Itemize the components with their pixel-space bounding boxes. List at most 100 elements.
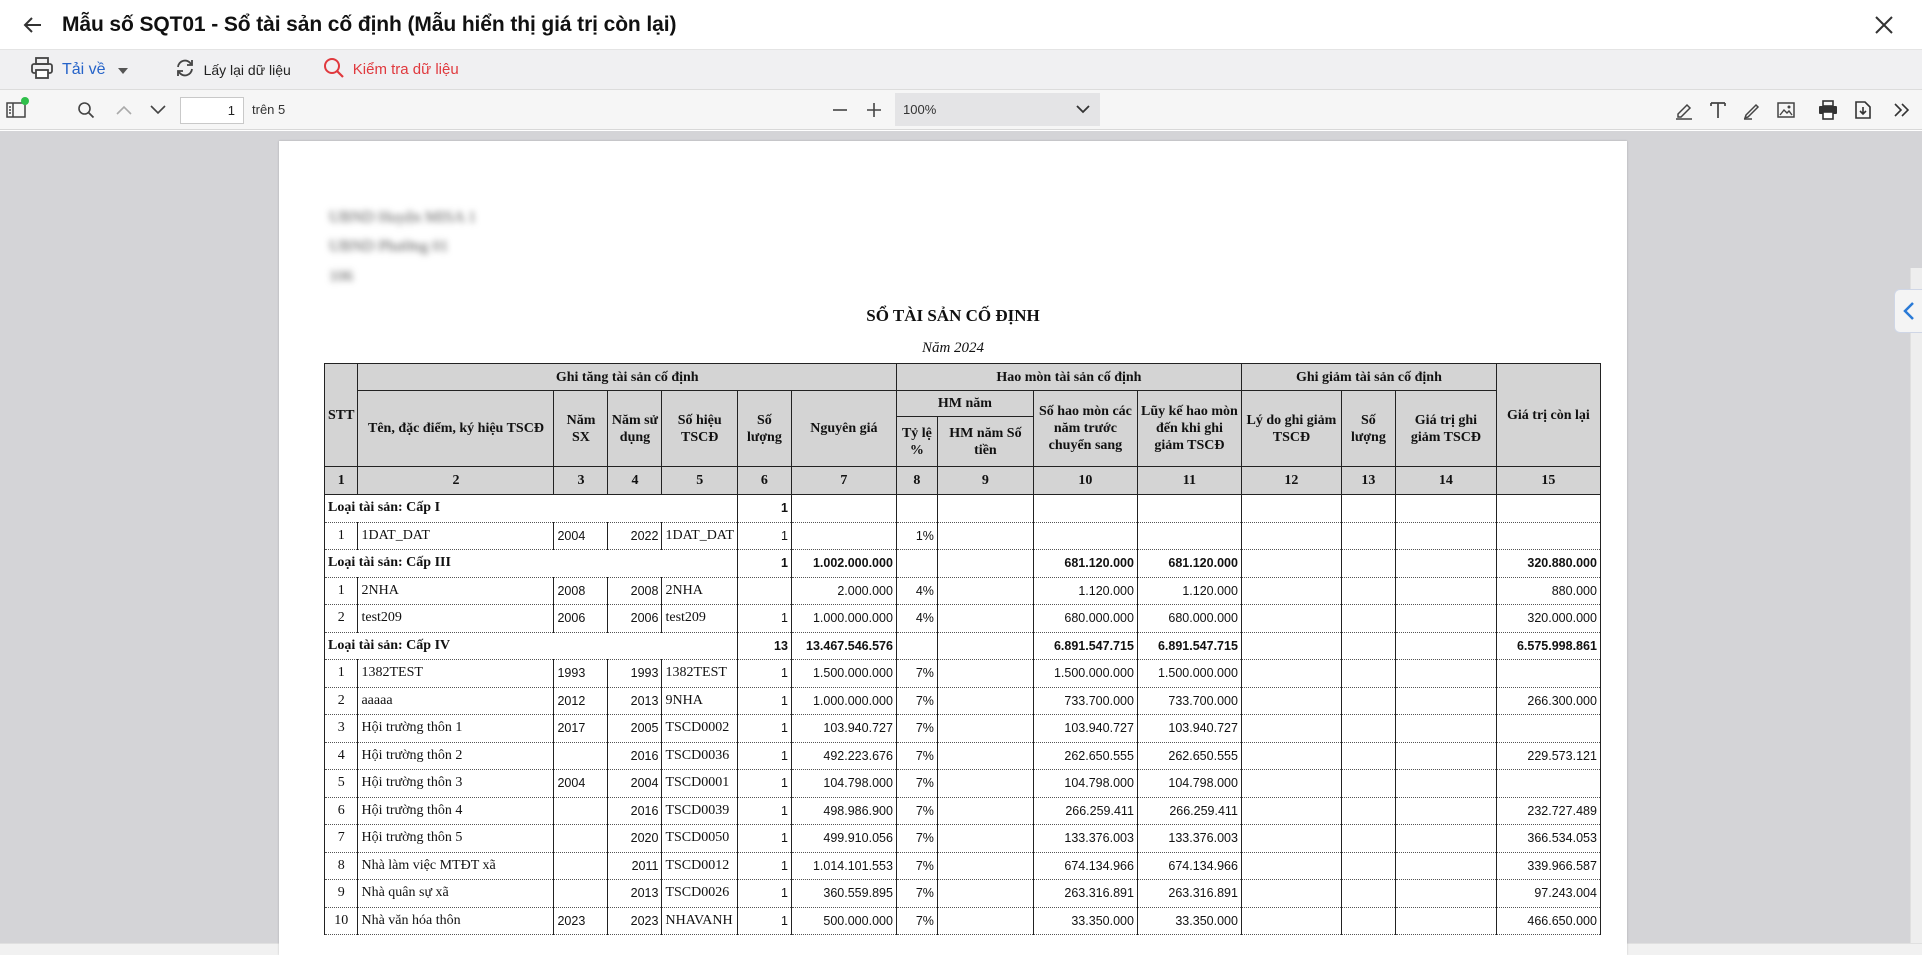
cell-reason: [1240, 824, 1342, 853]
index-cell: 12: [1240, 466, 1342, 495]
zoom-out-icon[interactable]: [826, 96, 854, 124]
cell-carried: 266.259.411: [1032, 796, 1138, 825]
search-red-icon: [323, 57, 345, 83]
cell-year-made: 2012: [553, 686, 609, 715]
cell-qty: 1: [736, 824, 792, 853]
previous-page-icon[interactable]: [110, 96, 138, 124]
cell-year-used: 2013: [607, 879, 663, 908]
index-cell: 3: [553, 466, 609, 495]
close-icon[interactable]: [1868, 9, 1900, 41]
zoom-in-icon[interactable]: [860, 96, 888, 124]
cell-dec-value: [1394, 576, 1497, 605]
cell-dec-qty: [1340, 604, 1396, 633]
index-cell: 1: [323, 466, 359, 495]
cell-carried: 674.134.966: [1032, 851, 1138, 880]
cell-price: [790, 494, 897, 523]
caret-down-icon[interactable]: [117, 61, 128, 78]
save-download-icon[interactable]: [1849, 96, 1877, 124]
pdf-toolbar: trên 5 100%: [0, 90, 1922, 130]
cell-stt: 2: [323, 686, 359, 715]
cell-name: Nhà làm việc MTĐT xã: [357, 851, 555, 880]
cell-rate: 7%: [895, 741, 938, 770]
page-number-input[interactable]: [180, 97, 244, 124]
cell-year-used: 2005: [607, 714, 663, 743]
table-row: 8 Nhà làm việc MTĐT xã 2011 TSCD0012 1 1.014.…: [323, 851, 1601, 880]
side-panel-toggle[interactable]: [1894, 289, 1922, 333]
cell-accumulated: 103.940.727: [1136, 714, 1242, 743]
printer-icon: [30, 56, 54, 83]
reload-data-button[interactable]: Lấy lại dữ liệu: [166, 54, 299, 86]
cell-price: 492.223.676: [790, 741, 897, 770]
cell-dec-qty: [1340, 631, 1396, 660]
header-qty: Số lượng: [736, 390, 792, 467]
cell-reason: [1240, 906, 1342, 935]
cell-dec-value: [1394, 824, 1497, 853]
cell-carried: 263.316.891: [1032, 879, 1138, 908]
image-icon[interactable]: [1772, 96, 1800, 124]
chevron-down-icon: [1076, 102, 1090, 117]
window-title: Mẫu số SQT01 - Sổ tài sản cố định (Mẫu h…: [62, 12, 677, 36]
text-tool-icon[interactable]: [1704, 96, 1732, 124]
header-line-3: 106: [329, 268, 353, 285]
cell-code: TSCD0036: [661, 741, 738, 770]
index-cell: 8: [895, 466, 938, 495]
cell-price: 1.000.000.000: [790, 686, 897, 715]
cell-dec-value: [1394, 686, 1497, 715]
cell-rate: 1%: [895, 521, 938, 550]
sidebar-toggle-icon[interactable]: [2, 96, 30, 124]
cell-hm-amount: [936, 824, 1034, 853]
cell-year-made: 2023: [553, 906, 609, 935]
cell-qty: 1: [736, 851, 792, 880]
header-code: Số hiệu TSCĐ: [661, 390, 738, 467]
cell-dec-qty: [1340, 576, 1396, 605]
cell-name: 1382TEST: [357, 659, 555, 688]
zoom-select[interactable]: 100%: [895, 93, 1100, 126]
cell-name: Hội trường thôn 1: [357, 714, 555, 743]
cell-rate: 7%: [895, 686, 938, 715]
cell-qty: 1: [736, 549, 792, 578]
cell-name: Hội trường thôn 2: [357, 741, 555, 770]
header-rate: Tỷ lệ %: [895, 416, 938, 467]
cell-dec-value: [1394, 604, 1497, 633]
cell-reason: [1240, 686, 1342, 715]
cell-hm-amount: [936, 576, 1034, 605]
cell-accumulated: 674.134.966: [1136, 851, 1242, 880]
header-hm-amount: HM năm Số tiền: [936, 416, 1034, 467]
table-row: 1 1382TEST 1993 1993 1382TEST 1 1.500.000.000 7…: [323, 659, 1601, 688]
cell-rate: 7%: [895, 796, 938, 825]
draw-icon[interactable]: [1738, 96, 1766, 124]
cell-remaining: 366.534.053: [1495, 824, 1601, 853]
table-row: 3 Hội trường thôn 1 2017 2005 TSCD0002 1 103.9…: [323, 714, 1601, 743]
index-cell: 15: [1495, 466, 1601, 495]
check-data-label: Kiểm tra dữ liệu: [352, 61, 459, 78]
back-arrow-icon[interactable]: [16, 8, 50, 42]
cell-code: TSCD0050: [661, 824, 738, 853]
index-cell: 14: [1394, 466, 1497, 495]
index-cell: 9: [936, 466, 1034, 495]
cell-stt: 6: [323, 796, 359, 825]
download-button[interactable]: Tải về: [22, 54, 136, 86]
print-icon[interactable]: [1814, 96, 1842, 124]
next-page-icon[interactable]: [144, 96, 172, 124]
index-cell: 10: [1032, 466, 1138, 495]
cell-reason: [1240, 576, 1342, 605]
cell-dec-value: [1394, 879, 1497, 908]
cell-year-made: 2006: [553, 604, 609, 633]
header-stt: STT: [323, 363, 359, 467]
cell-rate: 7%: [895, 714, 938, 743]
cell-stt: 8: [323, 851, 359, 880]
table-row: 7 Hội trường thôn 5 2020 TSCD0050 1 499.910.0…: [323, 824, 1601, 853]
highlight-icon[interactable]: [1670, 96, 1698, 124]
cell-accumulated: 6.891.547.715: [1136, 631, 1242, 660]
search-icon[interactable]: [72, 96, 100, 124]
cell-price: [790, 521, 897, 550]
cell-remaining: 6.575.998.861: [1495, 631, 1601, 660]
vertical-scrollbar[interactable]: [1910, 268, 1922, 943]
reload-data-label: Lấy lại dữ liệu: [203, 61, 291, 78]
cell-reason: [1240, 631, 1342, 660]
more-tools-icon[interactable]: [1888, 96, 1916, 124]
cell-accumulated: 1.120.000: [1136, 576, 1242, 605]
check-data-button[interactable]: Kiểm tra dữ liệu: [315, 54, 467, 86]
cell-year-made: [553, 851, 609, 880]
cell-rate: 7%: [895, 659, 938, 688]
